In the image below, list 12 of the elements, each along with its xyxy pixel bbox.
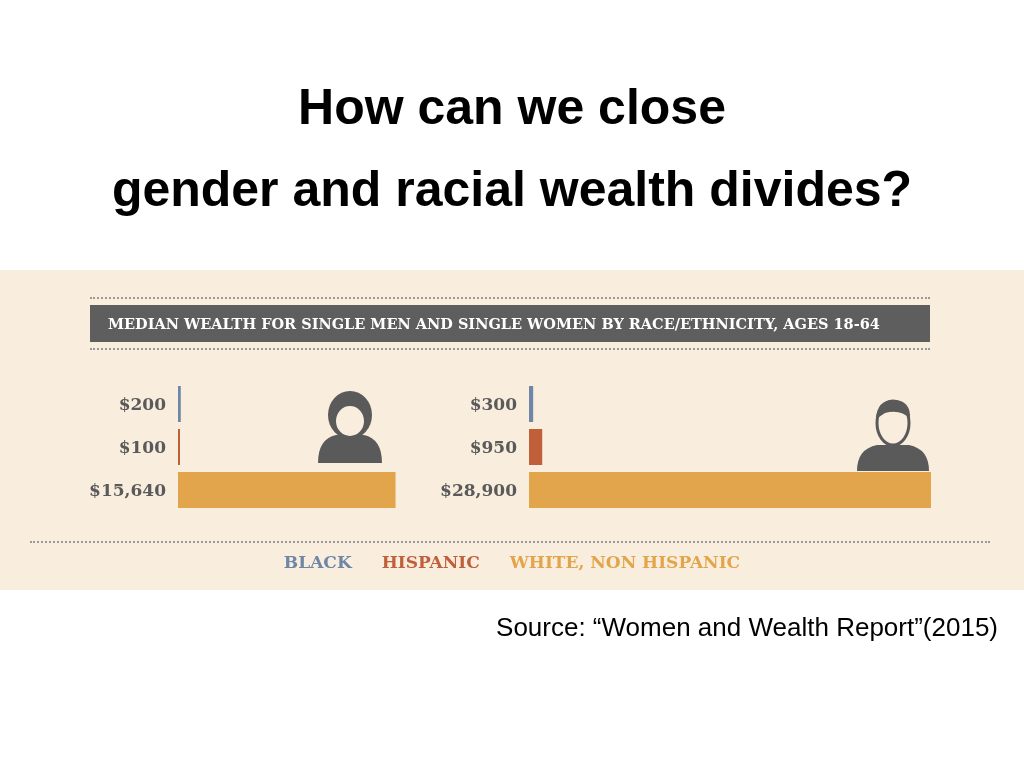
text: HISPANIC: [381, 552, 480, 572]
data-label: $300: [469, 394, 518, 415]
data-label: $100: [118, 437, 167, 458]
text: How can we close gender and racial wealth divides?: [110, 78, 914, 219]
text: BLACK: [283, 552, 352, 572]
data-label: $200: [118, 394, 167, 415]
data-label: $28,900: [440, 480, 518, 501]
text: WHITE, NON HISPANIC: [509, 552, 741, 572]
data-label: $950: [469, 437, 518, 458]
data-label: $15,640: [89, 480, 167, 501]
source-note: Source: “Women and Wealth Report”(2015): [496, 612, 998, 643]
text: MEDIAN WEALTH FOR SINGLE MEN AND SINGLE WOMEN BY RACE/ETHNICITY, AGES 18-64: [90, 305, 930, 342]
